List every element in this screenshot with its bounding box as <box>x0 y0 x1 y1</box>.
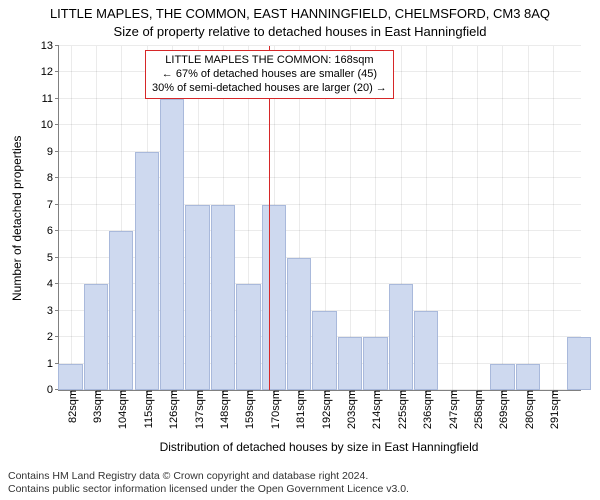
histogram-bar <box>389 284 413 390</box>
xtick-label: 159sqm <box>240 390 256 429</box>
xtick-label: 247sqm <box>444 390 460 429</box>
histogram-bar <box>236 284 260 390</box>
xtick-label: 93sqm <box>88 390 104 423</box>
xtick-label: 148sqm <box>215 390 231 429</box>
histogram-bar <box>414 311 438 390</box>
ytick-label: 3 <box>47 305 59 317</box>
annotation-line-3: 30% of semi-detached houses are larger (… <box>152 82 387 96</box>
xtick-label: 170sqm <box>266 390 282 429</box>
chart-title-2: Size of property relative to detached ho… <box>0 24 600 39</box>
xtick-label: 104sqm <box>113 390 129 429</box>
xtick-label: 214sqm <box>367 390 383 429</box>
histogram-bar <box>287 258 311 390</box>
xtick-label: 181sqm <box>291 390 307 429</box>
ytick-label: 1 <box>47 358 59 370</box>
ytick-label: 8 <box>47 172 59 184</box>
y-axis-label: Number of detached properties <box>10 46 24 390</box>
xtick-label: 269sqm <box>494 390 510 429</box>
x-axis-label: Distribution of detached houses by size … <box>58 440 580 454</box>
histogram-bar <box>312 311 336 390</box>
chart-container: LITTLE MAPLES, THE COMMON, EAST HANNINGF… <box>0 0 600 500</box>
footer-text: Contains HM Land Registry data © Crown c… <box>8 470 409 496</box>
histogram-bar <box>58 364 82 390</box>
histogram-bar <box>516 364 540 390</box>
ytick-label: 12 <box>41 66 59 78</box>
xtick-label: 225sqm <box>393 390 409 429</box>
xtick-label: 203sqm <box>342 390 358 429</box>
ytick-label: 13 <box>41 40 59 52</box>
plot-area: 01234567891011121382sqm93sqm104sqm115sqm… <box>58 46 581 391</box>
histogram-bar <box>490 364 514 390</box>
gridline-v <box>502 46 503 390</box>
footer-line-2: Contains public sector information licen… <box>8 483 409 496</box>
histogram-bar <box>567 337 591 390</box>
chart-title-1: LITTLE MAPLES, THE COMMON, EAST HANNINGF… <box>0 6 600 21</box>
ytick-label: 6 <box>47 225 59 237</box>
gridline-v <box>452 46 453 390</box>
gridline-v <box>477 46 478 390</box>
xtick-label: 291sqm <box>545 390 561 429</box>
gridline-v <box>528 46 529 390</box>
histogram-bar <box>338 337 362 390</box>
ytick-label: 4 <box>47 278 59 290</box>
xtick-label: 137sqm <box>190 390 206 429</box>
xtick-label: 192sqm <box>317 390 333 429</box>
ytick-label: 5 <box>47 252 59 264</box>
gridline-v <box>71 46 72 390</box>
histogram-bar <box>84 284 108 390</box>
xtick-label: 115sqm <box>139 390 155 428</box>
annotation-line-2: ← 67% of detached houses are smaller (45… <box>152 68 387 82</box>
ytick-label: 11 <box>42 93 59 105</box>
histogram-bar <box>135 152 159 390</box>
histogram-bar <box>363 337 387 390</box>
xtick-label: 236sqm <box>418 390 434 429</box>
xtick-label: 126sqm <box>164 390 180 429</box>
histogram-bar <box>109 231 133 390</box>
gridline-v <box>553 46 554 390</box>
histogram-bar <box>160 99 184 390</box>
ytick-label: 7 <box>47 199 59 211</box>
footer-line-1: Contains HM Land Registry data © Crown c… <box>8 470 409 483</box>
ytick-label: 0 <box>47 384 59 396</box>
ytick-label: 10 <box>41 119 59 131</box>
xtick-label: 258sqm <box>469 390 485 429</box>
histogram-bar <box>262 205 286 390</box>
ytick-label: 2 <box>47 331 59 343</box>
xtick-label: 280sqm <box>520 390 536 429</box>
annotation-line-1: LITTLE MAPLES THE COMMON: 168sqm <box>152 54 387 68</box>
histogram-bar <box>211 205 235 390</box>
ytick-label: 9 <box>47 146 59 158</box>
histogram-bar <box>185 205 209 390</box>
xtick-label: 82sqm <box>63 390 79 423</box>
annotation-box: LITTLE MAPLES THE COMMON: 168sqm ← 67% o… <box>145 50 394 99</box>
